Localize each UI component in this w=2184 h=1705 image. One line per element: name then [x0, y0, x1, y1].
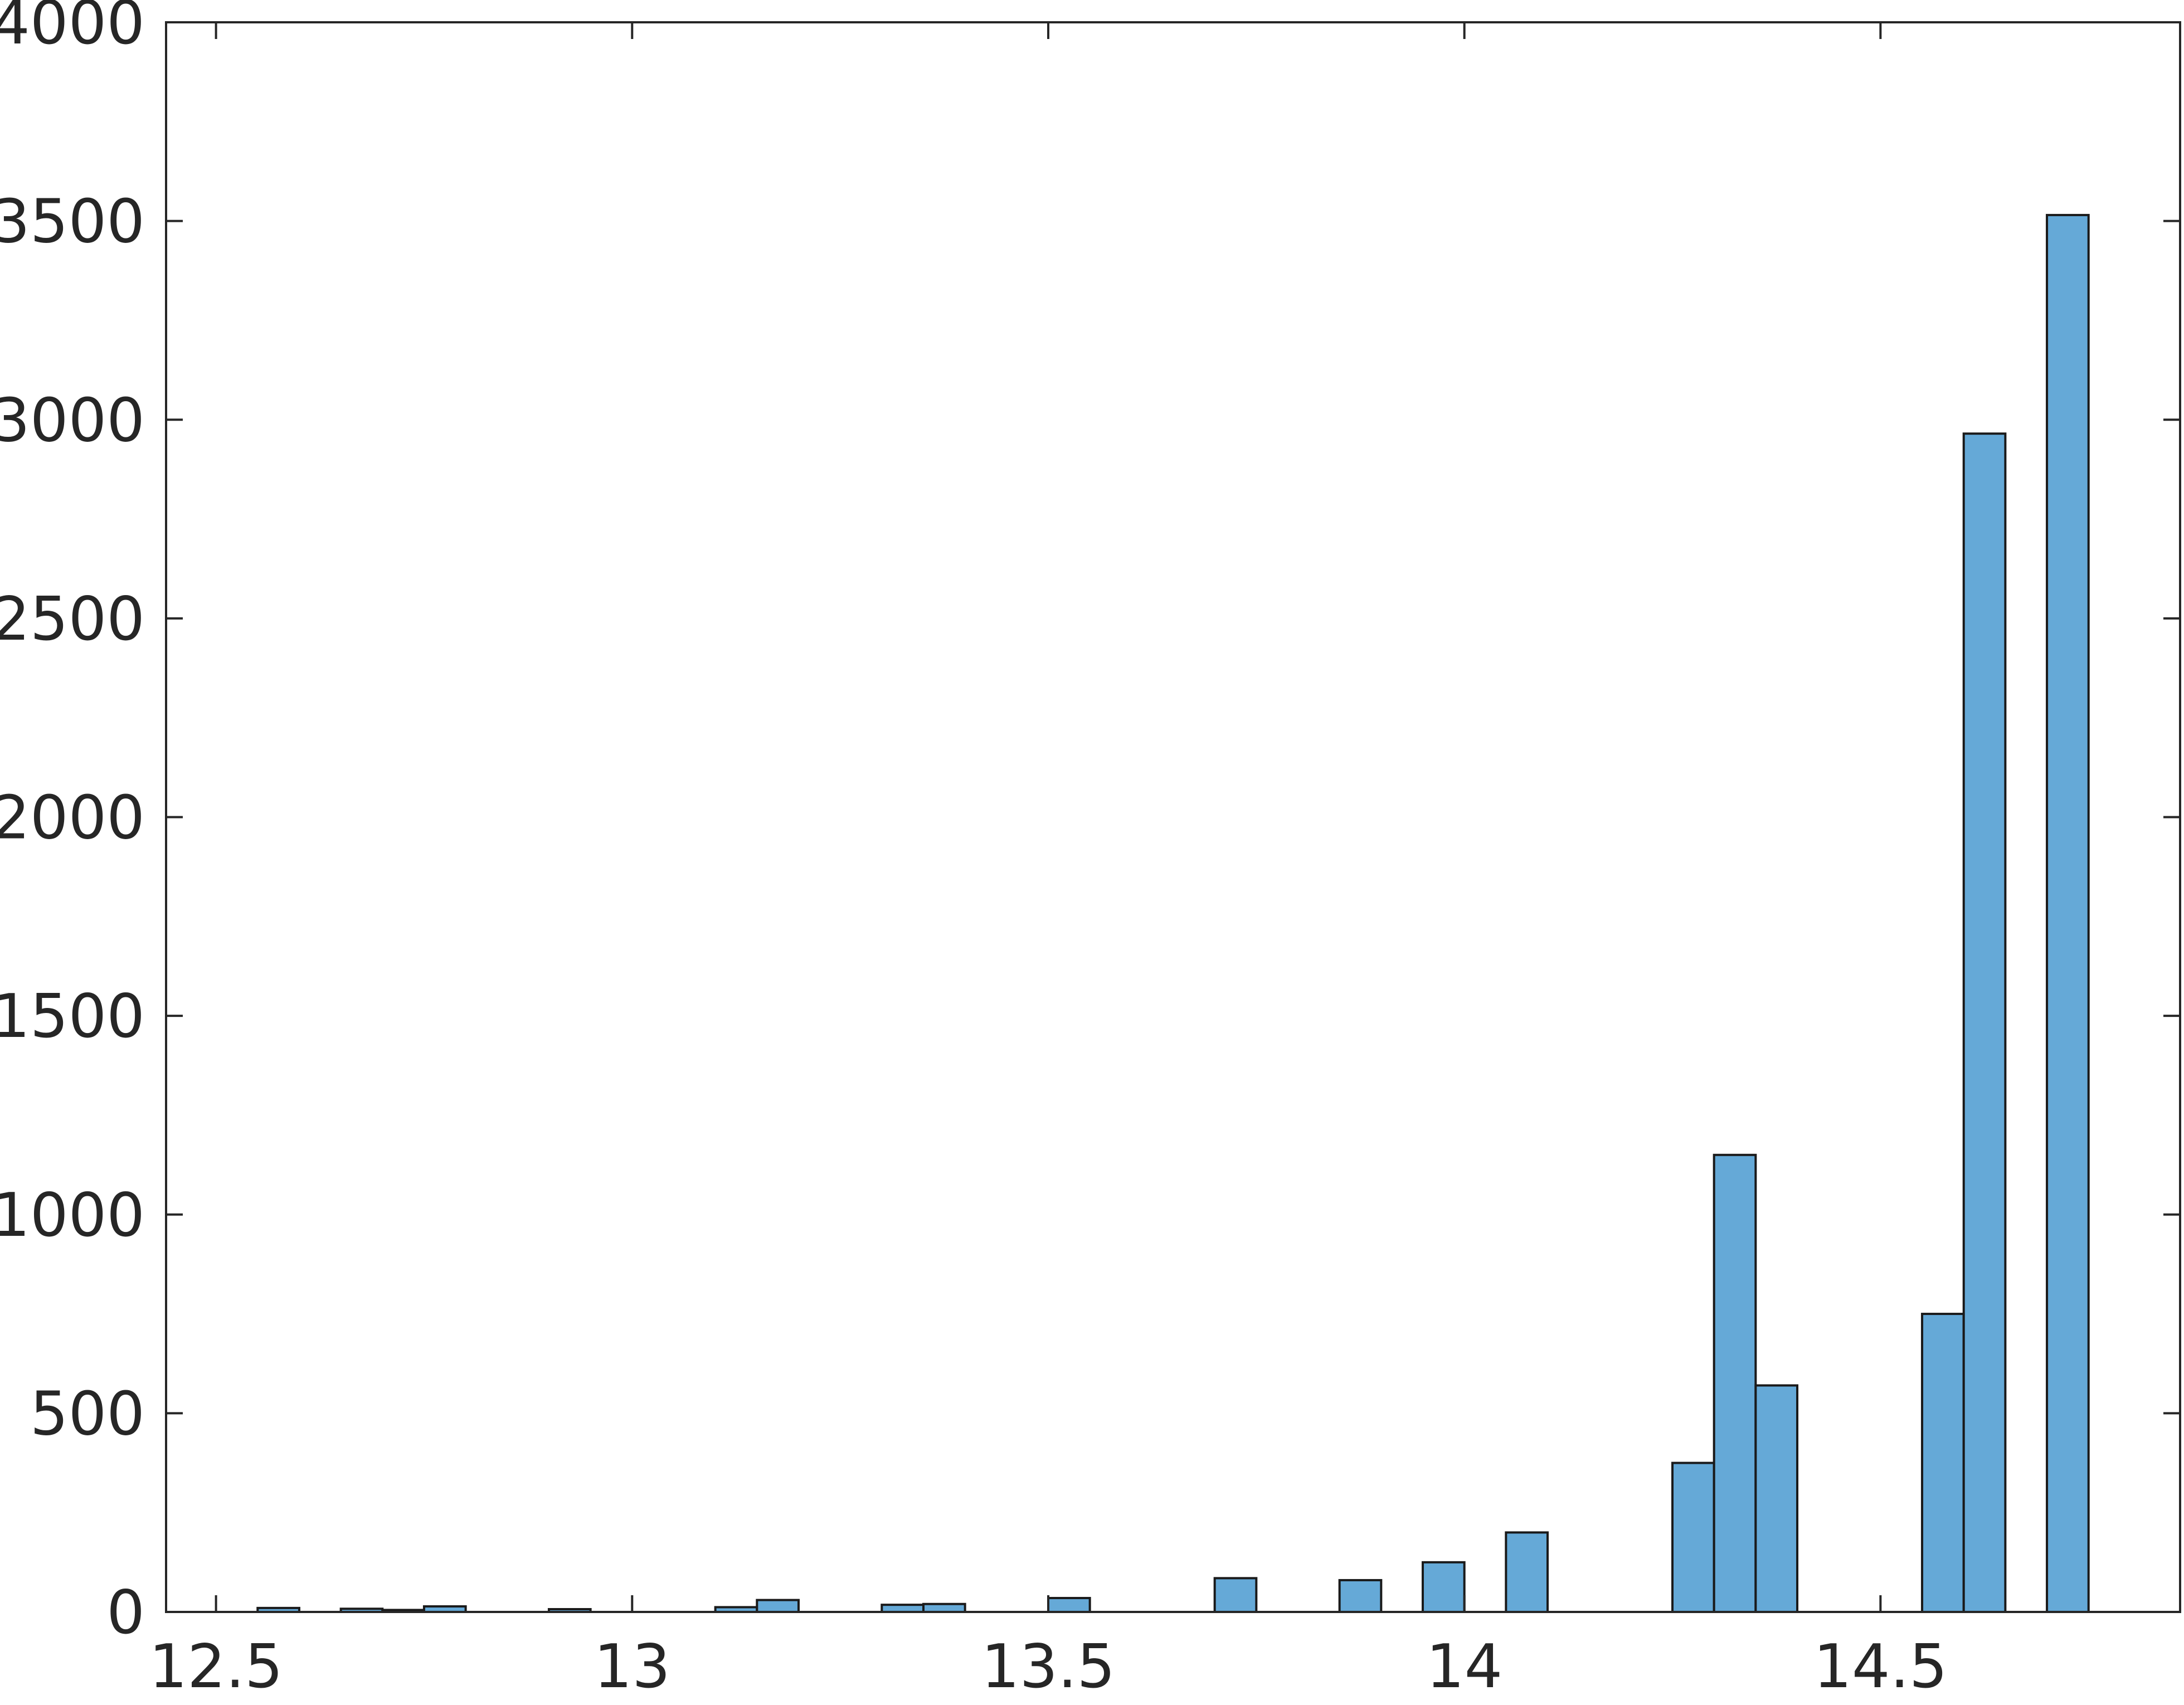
histogram-bar	[1422, 1561, 1466, 1613]
histogram-bar	[1962, 432, 2007, 1613]
x-tick-label: 14	[1426, 1632, 1502, 1702]
histogram-bar	[1047, 1597, 1091, 1613]
histogram-bar	[1213, 1577, 1258, 1614]
y-tick-label: 3500	[0, 187, 145, 257]
y-tick-label: 2000	[0, 783, 145, 853]
histogram-bar	[1338, 1579, 1383, 1613]
histogram-bar	[1671, 1462, 1715, 1613]
histogram-bar	[922, 1602, 966, 1614]
histogram-bar	[1505, 1531, 1549, 1614]
y-tick-label: 0	[106, 1578, 145, 1648]
histogram-bar	[1713, 1153, 1757, 1613]
y-tick-label: 4000	[0, 0, 145, 58]
x-tick-label: 12.5	[149, 1632, 283, 1702]
y-tick-label: 3000	[0, 386, 145, 455]
histogram-bar	[2046, 213, 2090, 1613]
histogram-bar	[756, 1599, 800, 1614]
y-tick-label: 1500	[0, 982, 145, 1051]
y-tick-label: 1000	[0, 1181, 145, 1250]
x-tick-labels: 12.5 13 13.5 14 14.5	[149, 1632, 1947, 1702]
plot-frame	[165, 21, 2181, 1613]
x-tick-label: 13	[594, 1632, 670, 1702]
y-tick-label: 2500	[0, 584, 145, 654]
histogram-bar	[1754, 1384, 1799, 1613]
histogram-bar	[1921, 1313, 1965, 1613]
x-tick-label: 13.5	[981, 1632, 1115, 1702]
bars-group	[256, 213, 2090, 1614]
y-tick-label: 500	[30, 1379, 145, 1449]
x-tick-label: 14.5	[1813, 1632, 1947, 1702]
y-tick-labels: 0 500 1000 1500 2000 2500 3000 3500 4000	[0, 0, 145, 1648]
ticks-group	[166, 21, 2180, 1613]
